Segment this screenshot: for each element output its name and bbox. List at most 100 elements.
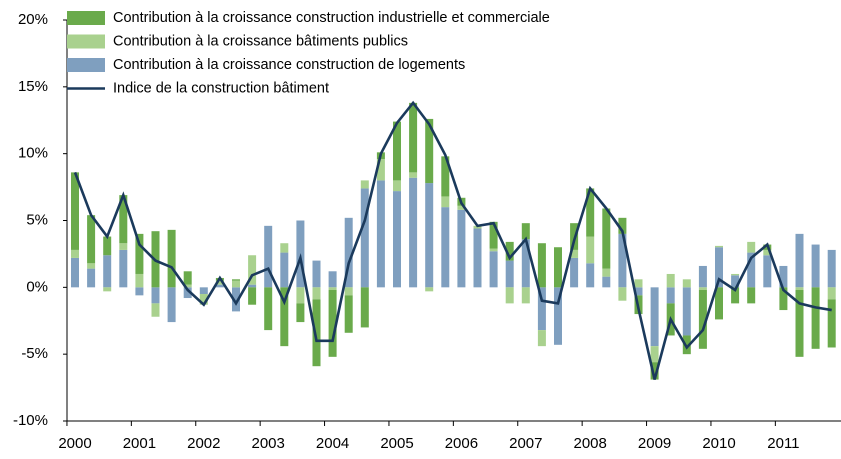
x-tick-label: 2007 bbox=[509, 435, 542, 452]
bar-segment bbox=[199, 287, 208, 295]
bar-segment bbox=[618, 217, 627, 234]
bar-segment bbox=[393, 180, 401, 192]
bar-segment bbox=[554, 247, 562, 288]
bar-segment bbox=[554, 287, 562, 345]
bar-segment bbox=[344, 295, 353, 333]
bar-segment bbox=[71, 172, 79, 250]
bar-segment bbox=[827, 299, 836, 348]
bar-segment bbox=[698, 265, 707, 288]
bar-segment bbox=[747, 241, 756, 253]
bar-segment bbox=[715, 247, 723, 288]
bar-segment bbox=[393, 191, 401, 288]
bar-segment bbox=[618, 233, 627, 288]
x-tick-label: 2002 bbox=[187, 435, 220, 452]
bar-segment bbox=[215, 280, 224, 285]
bar-segment bbox=[779, 287, 788, 311]
legend-label: Indice de la construction bâtiment bbox=[113, 80, 329, 96]
bar-segment bbox=[441, 156, 450, 197]
bar-segment bbox=[473, 228, 482, 288]
bar-segment bbox=[280, 287, 289, 347]
bar-segment bbox=[570, 249, 579, 258]
bar-segment bbox=[650, 362, 659, 380]
x-tick-label: 2001 bbox=[123, 435, 156, 452]
bar-segment bbox=[827, 287, 836, 300]
legend-swatch bbox=[67, 11, 105, 25]
legend-label: Contribution à la croissance constructio… bbox=[113, 10, 550, 26]
bar-segment bbox=[151, 287, 160, 304]
bar-segment bbox=[167, 287, 176, 323]
bar-segment bbox=[103, 287, 112, 292]
bar-segment bbox=[409, 172, 418, 178]
bar-segment bbox=[747, 252, 756, 288]
bar-segment bbox=[521, 223, 530, 240]
bar-segment bbox=[425, 118, 434, 184]
bar-segment bbox=[795, 287, 804, 291]
bar-segment bbox=[441, 196, 450, 208]
bar-segment bbox=[731, 275, 740, 288]
y-tick-label: 20% bbox=[18, 11, 48, 28]
x-tick-label: 2005 bbox=[380, 435, 413, 452]
bar-segment bbox=[521, 239, 530, 288]
y-tick-label: 0% bbox=[26, 278, 48, 295]
bar-segment bbox=[296, 287, 305, 304]
bar-segment bbox=[360, 180, 369, 189]
bar-segment bbox=[602, 208, 611, 269]
bar-segment bbox=[296, 303, 305, 323]
bar-segment bbox=[328, 287, 337, 291]
bar-segment bbox=[715, 245, 723, 248]
legend-label: Contribution à la croissance bâtiments p… bbox=[113, 33, 408, 49]
bar-segment bbox=[183, 271, 192, 285]
bar-segment bbox=[634, 279, 643, 288]
bar-segment bbox=[763, 255, 772, 288]
bar-segment bbox=[71, 249, 79, 258]
bar-segment bbox=[489, 248, 498, 252]
bar-segment bbox=[586, 188, 595, 237]
bar-segment bbox=[119, 243, 128, 250]
bar-segment bbox=[312, 287, 321, 300]
bar-segment bbox=[151, 303, 160, 317]
bar-segment bbox=[344, 217, 353, 288]
y-tick-label: -5% bbox=[21, 345, 48, 362]
bar-segment bbox=[827, 249, 836, 288]
bar-segment bbox=[167, 229, 176, 288]
bar-segment bbox=[376, 180, 385, 288]
bar-segment bbox=[280, 252, 289, 288]
bar-segment bbox=[731, 273, 740, 276]
bar-segment bbox=[682, 287, 691, 336]
x-tick-label: 2009 bbox=[638, 435, 671, 452]
y-tick-label: -10% bbox=[13, 412, 48, 429]
bar-segment bbox=[682, 279, 691, 288]
bar-segment bbox=[360, 188, 369, 288]
bar-segment bbox=[425, 287, 434, 292]
bar-segment bbox=[232, 279, 240, 281]
bar-segment bbox=[264, 225, 273, 288]
x-tick-label: 2011 bbox=[767, 435, 799, 452]
bar-segment bbox=[183, 284, 192, 288]
bar-segment bbox=[650, 346, 659, 363]
bar-segment bbox=[586, 236, 595, 264]
bar-segment bbox=[602, 268, 611, 277]
bar-segment bbox=[312, 299, 321, 367]
bar-segment bbox=[586, 263, 595, 288]
bar-segment bbox=[119, 249, 128, 288]
bar-segment bbox=[715, 287, 723, 320]
bar-segment bbox=[135, 287, 144, 296]
bar-segment bbox=[473, 225, 482, 229]
bar-segment bbox=[232, 280, 240, 288]
bar-segment bbox=[87, 215, 96, 264]
bar-segment bbox=[457, 209, 466, 288]
bar-segment bbox=[199, 294, 208, 305]
bar-segment bbox=[811, 287, 820, 349]
bar-segment bbox=[119, 195, 128, 244]
bar-segment bbox=[666, 287, 675, 304]
bar-segment bbox=[87, 268, 96, 288]
bar-segment bbox=[537, 330, 546, 347]
bar-segment bbox=[489, 251, 498, 288]
x-tick-label: 2008 bbox=[574, 435, 607, 452]
y-tick-label: 15% bbox=[18, 78, 48, 95]
bar-segment bbox=[505, 287, 514, 304]
bar-segment bbox=[505, 241, 514, 261]
bar-segment bbox=[248, 255, 257, 285]
